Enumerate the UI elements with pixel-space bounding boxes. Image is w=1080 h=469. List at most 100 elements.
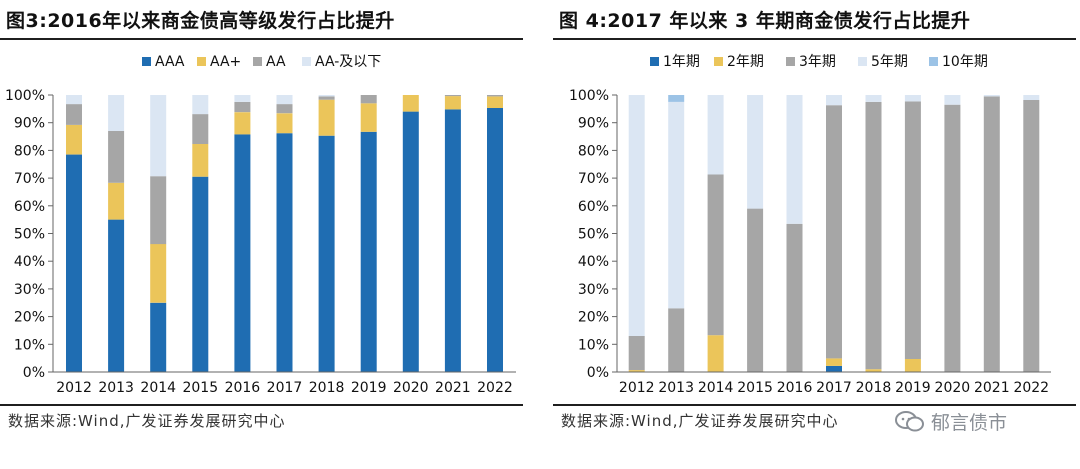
bar-segment <box>628 95 645 336</box>
bar-segment <box>276 95 293 105</box>
source-divider <box>553 404 1076 406</box>
x-tick-label: 2017 <box>267 380 303 396</box>
bar-segment <box>360 95 377 104</box>
y-tick-label: 30% <box>578 282 609 298</box>
bar-segment <box>904 101 921 360</box>
x-tick-label: 2012 <box>56 380 92 396</box>
bar-segment <box>66 154 82 372</box>
bar-segment <box>786 223 803 372</box>
bar-segment <box>276 104 293 114</box>
bar-segment <box>402 95 419 112</box>
stacked-bar-chart-tenor: 1年期 2年期 3年期 5年期 10年期 0% 10% 20% 30% 40% 50% 60% 70% 8… <box>569 54 1051 396</box>
bar-segment <box>66 104 82 125</box>
bar-segment <box>747 95 764 209</box>
y-tick-label: 30% <box>14 282 45 298</box>
y-tick-label: 70% <box>578 171 609 187</box>
legend-swatch <box>302 57 311 66</box>
legend: AAA AA+ AA AA-及以下 <box>142 54 381 70</box>
y-tick-label: 40% <box>14 254 45 270</box>
bar-segment <box>668 101 685 309</box>
legend-label: AA+ <box>210 54 241 70</box>
bar-segment <box>628 370 645 372</box>
bar-segment <box>66 95 82 105</box>
stacked-bar-chart-rating: AAA AA+ AA AA-及以下 0% 10% 20% 30% 40% 50% 60% 70% 80%… <box>5 54 516 396</box>
x-tick-label: 2013 <box>98 380 134 396</box>
bar-segment <box>487 95 503 97</box>
x-tick-label: 2016 <box>225 380 261 396</box>
bar-segment <box>444 95 461 97</box>
x-tick-label: 2017 <box>816 380 852 396</box>
legend-swatch <box>650 57 659 66</box>
legend-label: 1年期 <box>663 54 700 70</box>
x-tick-label: 2019 <box>351 380 387 396</box>
legend-label: 10年期 <box>942 54 988 70</box>
source-divider <box>0 404 523 406</box>
legend-swatch <box>858 57 867 66</box>
bar-segment <box>192 144 209 177</box>
bar-segment <box>983 96 1000 373</box>
bar-segment <box>108 219 125 372</box>
bar-segment <box>668 308 685 372</box>
bar-segment <box>826 105 842 359</box>
bar-segment <box>150 244 167 303</box>
y-tick-label: 90% <box>14 116 45 132</box>
x-tick-label: 2021 <box>435 380 471 396</box>
legend-swatch <box>929 57 938 66</box>
legend-swatch <box>197 57 206 66</box>
legend-swatch <box>142 57 151 66</box>
x-tick-label: 2022 <box>1013 380 1049 396</box>
bar-segment <box>66 124 82 155</box>
x-tick-label: 2018 <box>309 380 345 396</box>
bar-segment <box>318 95 335 97</box>
y-tick-label: 10% <box>578 337 609 353</box>
legend-swatch <box>253 57 262 66</box>
legend-swatch <box>786 57 795 66</box>
bar-segment <box>1023 95 1040 100</box>
legend-label: 2年期 <box>727 54 764 70</box>
x-tick-label: 2013 <box>658 380 694 396</box>
bar-segment <box>318 135 335 372</box>
bar-segment <box>487 96 503 108</box>
y-tick-label: 90% <box>578 116 609 132</box>
bar-segment <box>150 95 167 177</box>
x-tick-label: 2016 <box>777 380 813 396</box>
y-tick-label: 60% <box>578 199 609 215</box>
legend-label: AAA <box>155 54 185 70</box>
chat-bubble-icon <box>895 410 924 431</box>
bar-segment <box>108 95 125 131</box>
bar-segment <box>786 95 803 224</box>
bar-segment <box>444 109 461 373</box>
chart-panel-tenor: 图 4:2017 年以来 3 年期商金债发行占比提升 1年期 2年期 3年期 5年期 1… <box>553 0 1076 469</box>
bar-segment <box>150 176 167 245</box>
x-tick-label: 2018 <box>856 380 892 396</box>
y-tick-label: 80% <box>578 143 609 159</box>
x-tick-label: 2020 <box>393 380 429 396</box>
y-tick-label: 100% <box>5 88 45 104</box>
bar-segment <box>192 95 209 115</box>
legend-label: 3年期 <box>799 54 836 70</box>
bar-segment <box>826 358 842 366</box>
bar-segment <box>108 182 125 220</box>
y-tick-label: 40% <box>578 254 609 270</box>
x-tick-label: 2014 <box>140 380 176 396</box>
y-tick-label: 50% <box>14 227 45 243</box>
y-tick-label: 20% <box>578 310 609 326</box>
bar-segment <box>444 96 461 110</box>
x-tick-label: 2015 <box>182 380 218 396</box>
bar-segment <box>707 95 724 175</box>
bar-segment <box>904 95 921 102</box>
title-divider <box>0 38 523 40</box>
y-tick-label: 100% <box>569 88 609 104</box>
legend-label: AA-及以下 <box>315 54 381 70</box>
legend: 1年期 2年期 3年期 5年期 10年期 <box>650 54 988 70</box>
bar-segment <box>192 176 209 372</box>
bar-segment <box>865 369 882 372</box>
bar-segment <box>360 131 377 372</box>
bar-segment <box>944 104 961 372</box>
chart-panel-rating: 图3:2016年以来商金债高等级发行占比提升 AAA AA+ AA AA-及以下 0% 1… <box>0 0 523 469</box>
bar-segment <box>628 336 645 371</box>
bar-segment <box>944 95 961 105</box>
bar-segment <box>487 108 503 372</box>
legend-label: 5年期 <box>871 54 908 70</box>
bar-segment <box>234 112 251 135</box>
